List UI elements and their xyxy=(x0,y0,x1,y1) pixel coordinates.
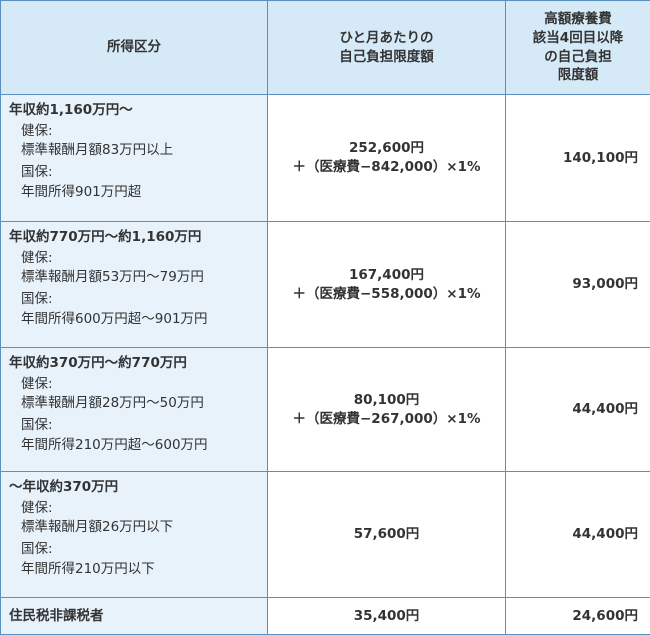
limit-line: 57,600円 xyxy=(353,526,420,543)
table-row: 年収約770万円～約1,160万円健保: 標準報酬月額53万円～79万円 国保: 年間… xyxy=(0,221,650,348)
limit-line: 80,100円 xyxy=(353,391,420,408)
category-cell: 住民税非課税者 xyxy=(0,597,268,635)
table-row: 年収約370万円～約770万円健保: 標準報酬月額28万円～50万円 国保: 年間所得… xyxy=(0,347,650,472)
detail-label: 健保: xyxy=(21,122,53,139)
category-cell: 年収約370万円～約770万円健保: 標準報酬月額28万円～50万円 国保: 年間所得… xyxy=(0,347,268,472)
category-details: 健保: 標準報酬月額28万円～50万円 国保: 年間所得210万円超～600万円 xyxy=(9,375,259,455)
header-line: 高額療養費 xyxy=(544,10,612,27)
detail-label: 国保: xyxy=(21,291,53,308)
detail-text: 年間所得210万円超～600万円 xyxy=(21,436,208,453)
detail-text: 年間所得901万円超 xyxy=(21,183,142,200)
header-row: 所得区分 ひと月あたりの 自己負担限度額 高額療養費 該当4回目以降 の自己負担 限度額 xyxy=(0,0,650,95)
limit-cell: 252,600円 ＋（医療費−842,000）×1% xyxy=(267,94,506,222)
category-details: 健保: 標準報酬月額26万円以下 国保: 年間所得210万円以下 xyxy=(9,499,259,579)
table-row: 年収約1,160万円～ 健保: 標準報酬月額83万円以上 国保: 年間所得901万円超 2… xyxy=(0,94,650,222)
reduced-cell: 24,600円 xyxy=(505,597,650,635)
header-line: 該当4回目以降 xyxy=(532,29,624,46)
category-title: 年収約1,160万円～ xyxy=(9,102,133,118)
header-line: ひと月あたりの xyxy=(339,29,434,46)
header-cell: 所得区分 xyxy=(0,0,268,95)
limit-cell: 57,600円 xyxy=(267,471,506,598)
detail-text: 標準報酬月額26万円以下 xyxy=(21,519,174,536)
category-title: 年収約370万円～約770万円 xyxy=(9,355,187,371)
category-details: 健保: 標準報酬月額53万円～79万円 国保: 年間所得600万円超～901万円 xyxy=(9,249,259,329)
header-line: 自己負担限度額 xyxy=(339,48,434,65)
detail-text: 標準報酬月額53万円～79万円 xyxy=(21,269,204,286)
limit-line: ＋（医療費−842,000）×1% xyxy=(292,159,481,175)
limit-line: 252,600円 xyxy=(349,140,424,157)
detail-label: 健保: xyxy=(21,249,53,266)
category-title: 住民税非課税者 xyxy=(9,607,104,624)
limit-cell: 167,400円 ＋（医療費−558,000）×1% xyxy=(267,221,506,348)
category-title: ～年収約370万円 xyxy=(9,479,119,495)
limit-cell: 35,400円 xyxy=(267,597,506,635)
header-cell: ひと月あたりの 自己負担限度額 xyxy=(267,0,506,95)
header-line: の自己負担 xyxy=(544,48,612,65)
detail-label: 健保: xyxy=(21,499,53,516)
detail-text: 標準報酬月額28万円～50万円 xyxy=(21,395,204,412)
limit-line: 167,400円 xyxy=(349,266,424,283)
header-line: 限度額 xyxy=(557,67,599,84)
category-cell: 年収約1,160万円～ 健保: 標準報酬月額83万円以上 国保: 年間所得901万円超 xyxy=(0,94,268,222)
detail-text: 標準報酬月額83万円以上 xyxy=(21,142,174,159)
category-cell: 年収約770万円～約1,160万円健保: 標準報酬月額53万円～79万円 国保: 年間… xyxy=(0,221,268,348)
limit-cell: 80,100円 ＋（医療費−267,000）×1% xyxy=(267,347,506,472)
category-cell: ～年収約370万円健保: 標準報酬月額26万円以下 国保: 年間所得210万円以下 xyxy=(0,471,268,598)
category-title: 年収約770万円～約1,160万円 xyxy=(9,229,202,245)
category-details: 健保: 標準報酬月額83万円以上 国保: 年間所得901万円超 xyxy=(9,122,259,202)
reduced-cell: 140,100円 xyxy=(505,94,650,222)
detail-label: 健保: xyxy=(21,375,53,392)
detail-text: 年間所得600万円超～901万円 xyxy=(21,310,208,327)
limit-line: ＋（医療費−558,000）×1% xyxy=(292,285,481,302)
detail-label: 国保: xyxy=(21,541,53,558)
reduced-cell: 93,000円 xyxy=(505,221,650,348)
reduced-cell: 44,400円 xyxy=(505,471,650,598)
detail-text: 年間所得210万円以下 xyxy=(21,560,155,577)
detail-label: 国保: xyxy=(21,417,53,434)
table-row: ～年収約370万円健保: 標準報酬月額26万円以下 国保: 年間所得210万円以下 57… xyxy=(0,471,650,598)
reduced-cell: 44,400円 xyxy=(505,347,650,472)
detail-label: 国保: xyxy=(21,164,53,181)
header-cell: 高額療養費該当4回目以降 の自己負担限度額 xyxy=(505,0,650,95)
limit-line: ＋（医療費−267,000）×1% xyxy=(292,410,481,427)
table-row: 住民税非課税者 35,400円 24,600円 xyxy=(0,597,650,635)
limit-line: 35,400円 xyxy=(353,607,420,624)
header-line: 所得区分 xyxy=(107,39,161,56)
